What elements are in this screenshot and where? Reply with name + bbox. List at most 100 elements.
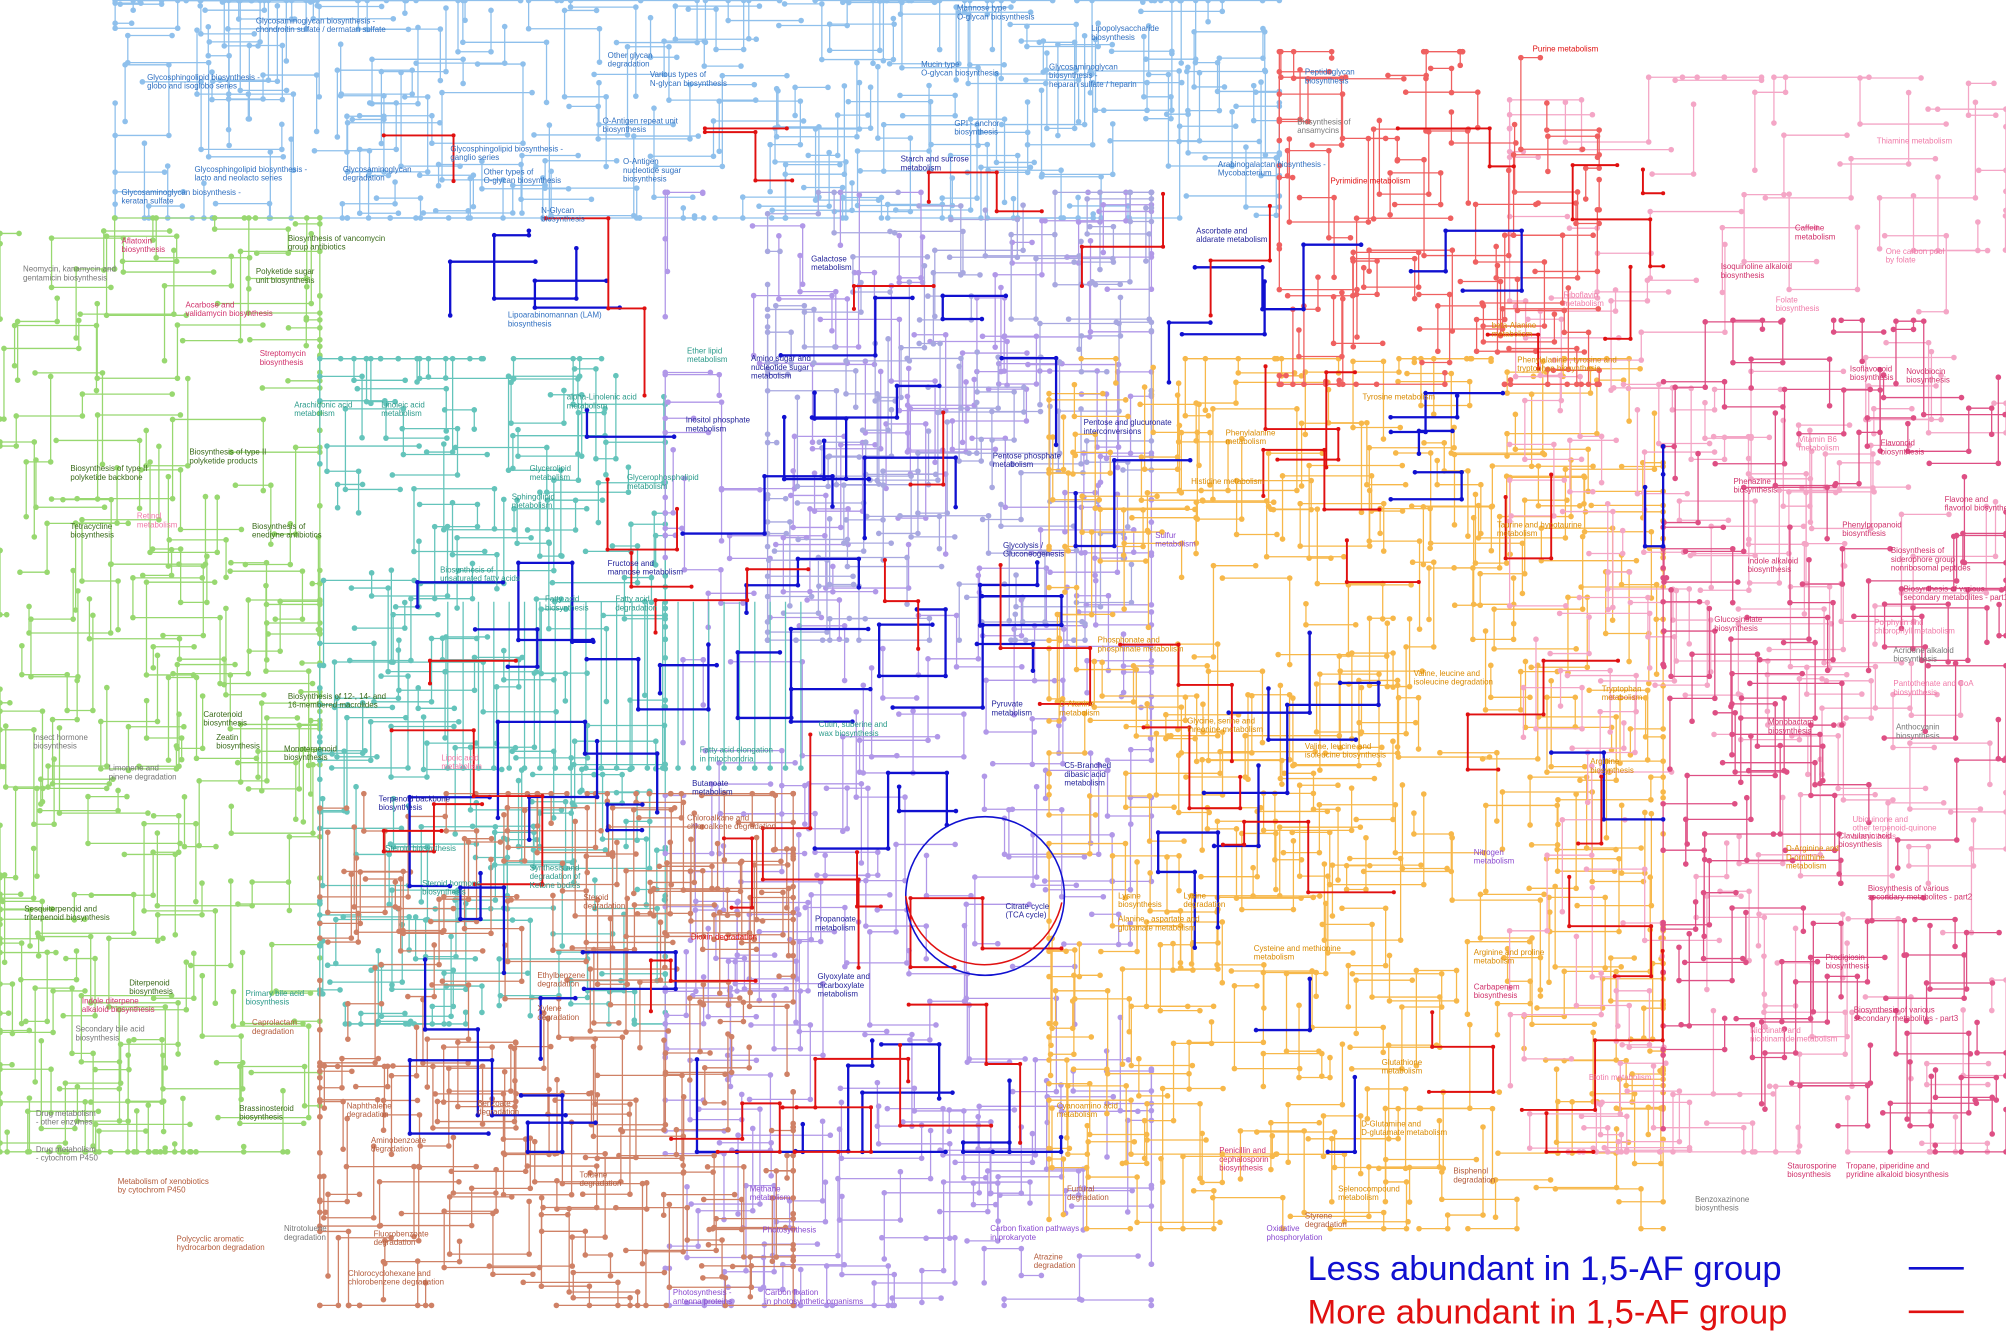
compound-node [1233, 826, 1240, 832]
compound-node [1349, 650, 1355, 656]
compound-node [1061, 941, 1067, 947]
compound-node [1117, 294, 1124, 301]
compound-node [286, 907, 293, 914]
compound-node [1327, 1074, 1333, 1081]
reaction-line [0, 942, 30, 1032]
compound-node [174, 375, 181, 382]
compound-node [9, 1030, 16, 1037]
compound-node [217, 614, 223, 621]
compound-node [205, 153, 212, 160]
compound-node [630, 133, 637, 139]
compound-node [1105, 592, 1112, 599]
compound-node [317, 502, 323, 509]
compound-node [1058, 806, 1065, 813]
compound-node [662, 525, 669, 532]
compound-node [1148, 196, 1155, 202]
compound-node [31, 727, 37, 733]
compound-node [832, 344, 838, 350]
compound-node [858, 309, 864, 315]
compound-node [424, 94, 431, 100]
compound-node [1723, 840, 1730, 846]
compound-node [794, 483, 801, 490]
compound-node [429, 140, 435, 147]
compound-node [1626, 418, 1632, 424]
compound-node [665, 399, 671, 405]
compound-node [1046, 584, 1052, 591]
compound-node [718, 600, 724, 606]
compound-node [776, 22, 782, 29]
compound-node [1660, 789, 1666, 795]
compound-node [582, 548, 589, 555]
compound-node [416, 538, 422, 545]
compound-node [1510, 575, 1517, 581]
compound-node [5, 1010, 12, 1017]
compound-node [1341, 553, 1347, 560]
compound-node [296, 786, 303, 792]
compound-node [662, 850, 669, 857]
compound-node [1735, 606, 1742, 612]
compound-node [1412, 719, 1419, 726]
compound-node [439, 177, 445, 183]
compound-node [161, 169, 168, 175]
compound-node [0, 935, 3, 942]
compound-node [689, 194, 696, 201]
reaction-line [88, 598, 225, 685]
compound-node [1087, 750, 1094, 756]
compound-node [1286, 575, 1293, 581]
compound-node [32, 1079, 38, 1085]
compound-node [339, 215, 346, 221]
compound-node [837, 524, 844, 531]
compound-node [1078, 504, 1085, 511]
compound-node [428, 635, 435, 642]
compound-node [393, 100, 400, 106]
compound-node [1153, 792, 1160, 798]
compound-node [1686, 1099, 1693, 1106]
compound-node [1651, 410, 1658, 416]
compound-node [946, 1107, 953, 1113]
compound-node [1527, 774, 1533, 780]
compound-node [970, 1180, 977, 1186]
compound-node [1380, 358, 1387, 365]
compound-node [654, 905, 661, 912]
compound-node [771, 1045, 777, 1052]
compound-node [440, 526, 447, 533]
compound-node [997, 1192, 1003, 1198]
compound-node [756, 203, 762, 209]
compound-node [961, 998, 968, 1005]
compound-node [455, 718, 462, 725]
compound-node [1339, 905, 1345, 912]
compound-node [290, 167, 297, 174]
compound-node [1738, 893, 1744, 899]
compound-node [1448, 370, 1455, 377]
compound-node [1205, 18, 1211, 25]
compound-node [1011, 626, 1017, 632]
compound-node [137, 0, 143, 4]
compound-node [1038, 1272, 1045, 1279]
compound-node [351, 377, 357, 384]
compound-node [1670, 1091, 1676, 1098]
compound-node [1736, 860, 1742, 867]
compound-node [1239, 906, 1245, 913]
compound-node [767, 1072, 774, 1078]
compound-node [896, 279, 903, 286]
compound-node [177, 412, 184, 418]
compound-node [435, 182, 442, 189]
compound-node [808, 593, 815, 600]
reaction-line [371, 27, 464, 105]
compound-node [1925, 339, 1932, 346]
compound-node [1546, 979, 1552, 986]
compound-node [1517, 707, 1524, 713]
compound-node [1380, 548, 1387, 554]
compound-node [599, 836, 606, 842]
compound-node [405, 765, 411, 771]
compound-node [358, 1010, 364, 1017]
compound-node [48, 284, 55, 291]
compound-node [1091, 658, 1098, 665]
compound-node [1321, 937, 1328, 943]
compound-node [228, 449, 234, 456]
compound-node [1548, 763, 1555, 770]
compound-node [1107, 449, 1114, 456]
reaction-line [237, 903, 321, 994]
compound-node [925, 293, 931, 299]
compound-node [1046, 770, 1052, 777]
